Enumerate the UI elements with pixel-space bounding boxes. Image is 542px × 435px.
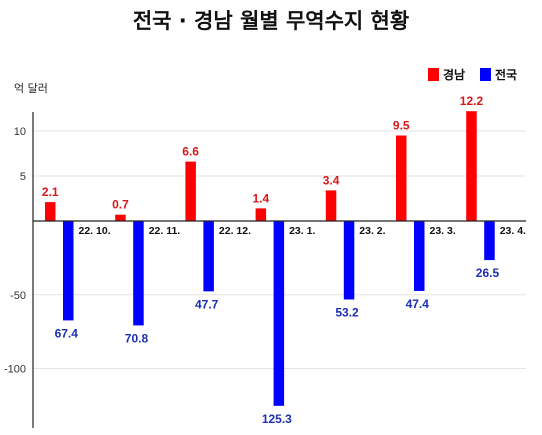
legend-swatch xyxy=(480,68,491,81)
data-label-national: 67.4 xyxy=(55,326,79,340)
bar-gyeongnam xyxy=(255,208,267,221)
data-labels: 2.1 67.4 0.7 70.8 6.6 47.7 1.4 125.3 3.4 53.2 9.5 4… xyxy=(42,94,500,426)
y-axis-unit-label: 억 달러 xyxy=(14,82,48,95)
bar-national xyxy=(343,221,355,300)
bar-gyeongnam xyxy=(396,135,407,221)
bar-national xyxy=(63,221,74,321)
legend: 경남 전국 xyxy=(428,67,517,82)
chart-title: 전국 · 경남 월별 무역수지 현황 xyxy=(133,9,409,33)
bar-national xyxy=(414,221,425,291)
bars xyxy=(45,111,495,406)
data-label-gyeongnam: 6.6 xyxy=(182,145,199,159)
bar-gyeongnam xyxy=(466,111,477,221)
legend-label: 전국 xyxy=(495,67,517,82)
data-label-gyeongnam: 0.7 xyxy=(112,198,129,212)
data-label-gyeongnam: 9.5 xyxy=(393,119,410,133)
bar-gyeongnam xyxy=(185,161,196,221)
bar-national xyxy=(133,221,144,326)
data-label-gyeongnam: 12.2 xyxy=(460,94,484,108)
data-label-gyeongnam: 3.4 xyxy=(323,173,340,187)
data-label-national: 47.4 xyxy=(406,297,430,311)
y-tick-label: 10 xyxy=(14,126,26,138)
y-tick-label: -100 xyxy=(4,364,26,376)
bar-national xyxy=(484,221,495,261)
data-label-gyeongnam: 1.4 xyxy=(253,191,270,205)
category-label: 23. 2. xyxy=(359,225,385,237)
bar-gyeongnam xyxy=(325,190,337,221)
bar-national xyxy=(203,221,214,292)
data-label-national: 70.8 xyxy=(125,331,149,345)
category-label: 23. 3. xyxy=(430,225,456,237)
bar-gyeongnam xyxy=(115,214,126,221)
category-label: 22. 11. xyxy=(149,225,181,237)
y-tick-label: -50 xyxy=(10,290,26,302)
category-label: 23. 4. xyxy=(500,225,526,237)
data-label-national: 125.3 xyxy=(262,412,292,426)
data-label-national: 47.7 xyxy=(195,297,219,311)
data-label-national: 26.5 xyxy=(476,266,500,280)
data-label-national: 53.2 xyxy=(335,305,359,319)
bar-gyeongnam xyxy=(45,202,56,221)
bar-national xyxy=(273,221,285,406)
y-tick-labels: 10 5 -50 -100 xyxy=(4,126,26,376)
category-label: 22. 10. xyxy=(79,225,111,237)
category-labels: 22. 10. 22. 11. 22. 12. 23. 1. 23. 2. 23. 3. 2… xyxy=(79,225,527,237)
category-label: 23. 1. xyxy=(289,225,315,237)
axes xyxy=(32,112,526,428)
legend-label: 경남 xyxy=(443,67,465,82)
category-label: 22. 12. xyxy=(219,225,251,237)
data-label-gyeongnam: 2.1 xyxy=(42,185,59,199)
legend-swatch xyxy=(428,68,439,81)
y-tick-label: 5 xyxy=(20,171,26,183)
